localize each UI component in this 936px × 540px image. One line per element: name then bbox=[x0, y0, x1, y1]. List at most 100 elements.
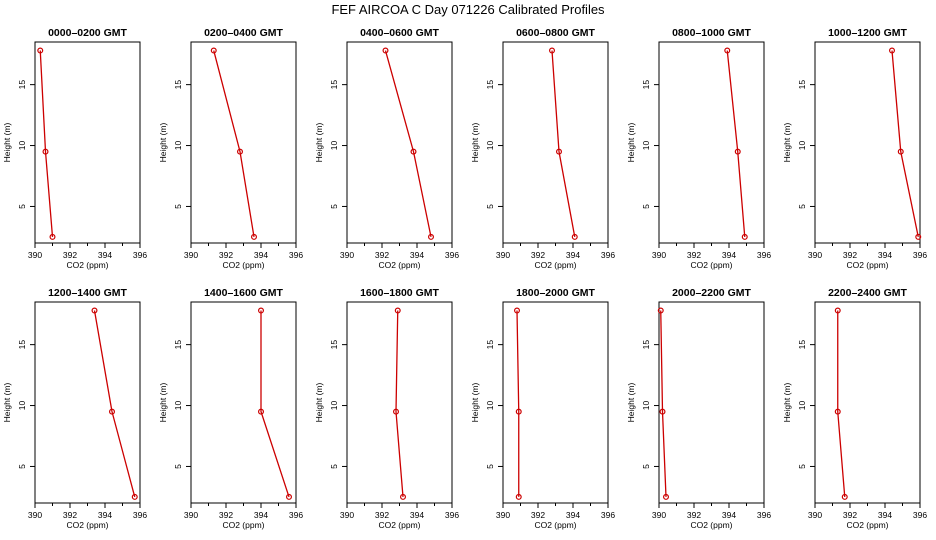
y-tick-label: 10 bbox=[329, 141, 339, 151]
y-tick-label: 15 bbox=[17, 80, 27, 90]
y-tick-label: 5 bbox=[17, 464, 27, 469]
x-tick-label: 396 bbox=[913, 250, 927, 260]
x-tick-label: 394 bbox=[410, 510, 424, 520]
x-tick-label: 396 bbox=[757, 250, 771, 260]
x-axis-label: CO2 (ppm) bbox=[222, 520, 264, 530]
profile-panel-6: 1000–1200 GMT 390 392 394 396 CO2 (ppm) 5 10 15 H… bbox=[782, 27, 927, 270]
y-tick-label: 15 bbox=[329, 340, 339, 350]
profile-point bbox=[91, 307, 98, 314]
x-tick-label: 390 bbox=[184, 250, 198, 260]
panel-title: 1000–1200 GMT bbox=[828, 27, 907, 39]
y-tick-label: 15 bbox=[797, 340, 807, 350]
profile-point bbox=[741, 233, 748, 240]
x-tick-label: 392 bbox=[843, 250, 857, 260]
y-tick-label: 5 bbox=[797, 204, 807, 209]
profile-point bbox=[915, 233, 922, 240]
y-axis-label: Height (m) bbox=[470, 383, 480, 423]
profile-point bbox=[237, 148, 244, 155]
x-tick-label: 392 bbox=[219, 250, 233, 260]
x-tick-label: 394 bbox=[722, 250, 736, 260]
x-axis-label: CO2 (ppm) bbox=[66, 260, 108, 270]
y-tick-label: 15 bbox=[485, 340, 495, 350]
profile-point bbox=[548, 47, 555, 54]
profile-point bbox=[382, 47, 389, 54]
y-axis-label: Height (m) bbox=[2, 383, 12, 423]
y-tick-label: 5 bbox=[797, 464, 807, 469]
profile-point bbox=[888, 47, 895, 54]
profile-line bbox=[395, 310, 404, 497]
y-tick-label: 15 bbox=[641, 340, 651, 350]
x-tick-label: 390 bbox=[28, 250, 42, 260]
y-tick-label: 5 bbox=[173, 464, 183, 469]
panel-title: 0200–0400 GMT bbox=[204, 27, 283, 39]
profile-panel-4: 0600–0800 GMT 390 392 394 396 CO2 (ppm) 5 10 15 H… bbox=[470, 27, 615, 270]
x-tick-label: 396 bbox=[601, 250, 615, 260]
x-tick-label: 396 bbox=[289, 250, 303, 260]
profile-point bbox=[841, 493, 848, 500]
profile-point bbox=[897, 148, 904, 155]
panel-title: 2200–2400 GMT bbox=[828, 287, 907, 299]
profile-panel-11: 2000–2200 GMT 390 392 394 396 CO2 (ppm) 5 10 15 H… bbox=[626, 287, 771, 530]
profile-line bbox=[39, 50, 54, 237]
x-tick-label: 394 bbox=[878, 510, 892, 520]
x-tick-label: 390 bbox=[496, 510, 510, 520]
x-tick-label: 390 bbox=[340, 250, 354, 260]
panel-title: 2000–2200 GMT bbox=[672, 287, 751, 299]
y-axis-label: Height (m) bbox=[158, 383, 168, 423]
y-axis-label: Height (m) bbox=[782, 123, 792, 163]
profile-point bbox=[131, 493, 138, 500]
profile-line bbox=[726, 50, 746, 237]
y-tick-label: 10 bbox=[797, 141, 807, 151]
y-tick-label: 15 bbox=[329, 80, 339, 90]
panel-title: 0600–0800 GMT bbox=[516, 27, 595, 39]
y-axis-label: Height (m) bbox=[314, 123, 324, 163]
profile-point bbox=[258, 408, 265, 415]
x-axis-label: CO2 (ppm) bbox=[690, 260, 732, 270]
profile-panel-1: 0000–0200 GMT 390 392 394 396 CO2 (ppm) 5 10 15 H… bbox=[2, 27, 147, 270]
y-tick-label: 5 bbox=[485, 204, 495, 209]
profile-point bbox=[555, 148, 562, 155]
panel-title: 0400–0600 GMT bbox=[360, 27, 439, 39]
plot-frame bbox=[502, 41, 609, 244]
panel-title: 1800–2000 GMT bbox=[516, 287, 595, 299]
y-tick-label: 10 bbox=[329, 401, 339, 411]
x-tick-label: 394 bbox=[410, 250, 424, 260]
x-tick-label: 394 bbox=[98, 250, 112, 260]
y-axis-label: Height (m) bbox=[470, 123, 480, 163]
x-tick-label: 390 bbox=[808, 510, 822, 520]
profile-point bbox=[657, 307, 664, 314]
y-tick-label: 10 bbox=[485, 141, 495, 151]
x-tick-label: 390 bbox=[652, 510, 666, 520]
x-tick-label: 394 bbox=[98, 510, 112, 520]
profile-point bbox=[834, 408, 841, 415]
y-tick-label: 10 bbox=[485, 401, 495, 411]
y-tick-label: 5 bbox=[173, 204, 183, 209]
y-tick-label: 5 bbox=[329, 204, 339, 209]
plot-frame bbox=[346, 301, 453, 504]
x-tick-label: 392 bbox=[219, 510, 233, 520]
x-tick-label: 390 bbox=[184, 510, 198, 520]
y-tick-label: 10 bbox=[641, 401, 651, 411]
plot-frame bbox=[814, 41, 921, 244]
x-axis-label: CO2 (ppm) bbox=[846, 520, 888, 530]
profile-line bbox=[213, 50, 255, 238]
x-tick-label: 394 bbox=[254, 250, 268, 260]
y-tick-label: 10 bbox=[173, 141, 183, 151]
profile-point bbox=[49, 233, 56, 240]
y-axis-label: Height (m) bbox=[626, 123, 636, 163]
profile-point bbox=[108, 408, 115, 415]
x-tick-label: 392 bbox=[843, 510, 857, 520]
profile-point bbox=[210, 47, 217, 54]
plot-frame bbox=[814, 301, 921, 504]
y-axis-label: Height (m) bbox=[314, 383, 324, 423]
y-tick-label: 15 bbox=[485, 80, 495, 90]
x-axis-label: CO2 (ppm) bbox=[378, 260, 420, 270]
profile-point bbox=[659, 408, 666, 415]
y-axis-label: Height (m) bbox=[158, 123, 168, 163]
profile-panel-5: 0800–1000 GMT 390 392 394 396 CO2 (ppm) 5 10 15 H… bbox=[626, 27, 771, 270]
profile-point bbox=[410, 148, 417, 155]
x-tick-label: 396 bbox=[289, 510, 303, 520]
plot-frame bbox=[658, 41, 765, 244]
profile-point bbox=[515, 408, 522, 415]
